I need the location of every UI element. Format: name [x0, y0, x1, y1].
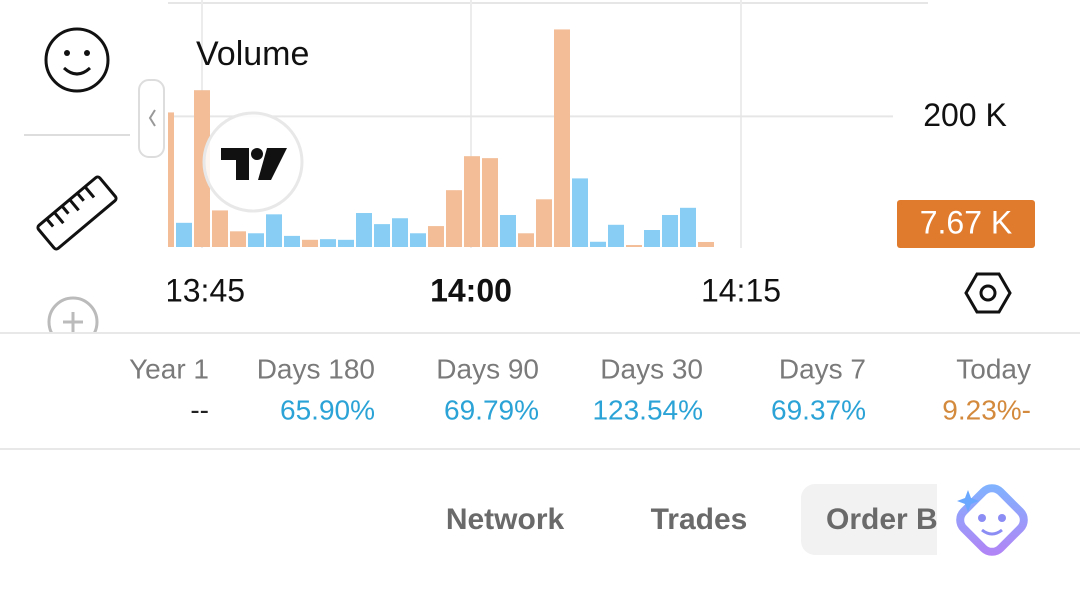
tv-logo[interactable] [202, 111, 304, 213]
bar [464, 156, 480, 247]
tab[interactable]: Network [446, 503, 565, 536]
bar [410, 233, 426, 247]
ruler-tool[interactable] [36, 175, 118, 251]
badge-bg [897, 200, 1035, 248]
bar [230, 231, 246, 247]
collapse-handle[interactable] [138, 79, 165, 158]
bar [392, 218, 408, 247]
bar [168, 112, 174, 247]
toolbar [24, 27, 130, 346]
tab[interactable]: Order B [826, 503, 938, 536]
bar [176, 222, 192, 247]
stat-label: Year 1 [129, 353, 209, 384]
stat-value: -- [190, 394, 209, 425]
stats-row: Year 1 -- Days 180 65.90% Days 90 69.79% Days … [129, 353, 1031, 425]
stat-label: Days 90 [436, 353, 539, 384]
bar [554, 29, 570, 247]
bar [284, 235, 300, 247]
bar [572, 178, 588, 247]
bar [446, 190, 462, 247]
x-tick-label: 13:45 [165, 272, 245, 308]
stat-value: 123.54% [592, 394, 703, 425]
bar [626, 245, 642, 247]
x-tick-label: 14:15 [701, 272, 781, 308]
bar [536, 199, 552, 247]
settings-button[interactable] [964, 272, 1012, 314]
bar [194, 90, 210, 247]
stat-value: 9.23%- [942, 394, 1031, 425]
bar [266, 214, 282, 247]
stat-value: 69.37% [771, 394, 866, 425]
plot-area [168, 0, 928, 248]
tabs: Network Trades Order B [446, 503, 938, 536]
stat-value: 65.90% [280, 394, 375, 425]
chart-title: Volume [196, 35, 309, 73]
bar [680, 207, 696, 247]
stat-label: Days 30 [600, 353, 703, 384]
bar [644, 230, 660, 247]
bar [518, 233, 534, 247]
y-tick-label: 200 K [923, 97, 1007, 133]
bar [338, 239, 354, 247]
bar [590, 241, 606, 247]
ai-assistant[interactable] [937, 470, 1047, 570]
x-tick-label: 14:00 [430, 272, 512, 308]
bar [320, 239, 336, 247]
stat-label: Days 7 [779, 353, 866, 384]
current-value-badge: 7.67 K [897, 200, 1035, 248]
bar [482, 158, 498, 247]
bar [698, 241, 714, 247]
bar [428, 226, 444, 247]
bar [374, 224, 390, 247]
stat-value: 69.79% [444, 394, 539, 425]
badge-label: 7.67 K [920, 204, 1013, 240]
add-tool[interactable] [47, 296, 99, 346]
bar [212, 210, 228, 247]
x-axis: 13:45 14:00 14:15 [165, 272, 781, 308]
bar [608, 224, 624, 247]
stat-label: Today [956, 353, 1031, 384]
emoji-tool[interactable] [44, 27, 110, 93]
bar [356, 213, 372, 247]
tab-selected-bg [801, 484, 961, 555]
bar [662, 214, 678, 247]
tab[interactable]: Trades [651, 503, 748, 536]
bar [302, 239, 318, 247]
bar [248, 233, 264, 247]
stat-label: Days 180 [257, 353, 375, 384]
bar [500, 214, 516, 247]
